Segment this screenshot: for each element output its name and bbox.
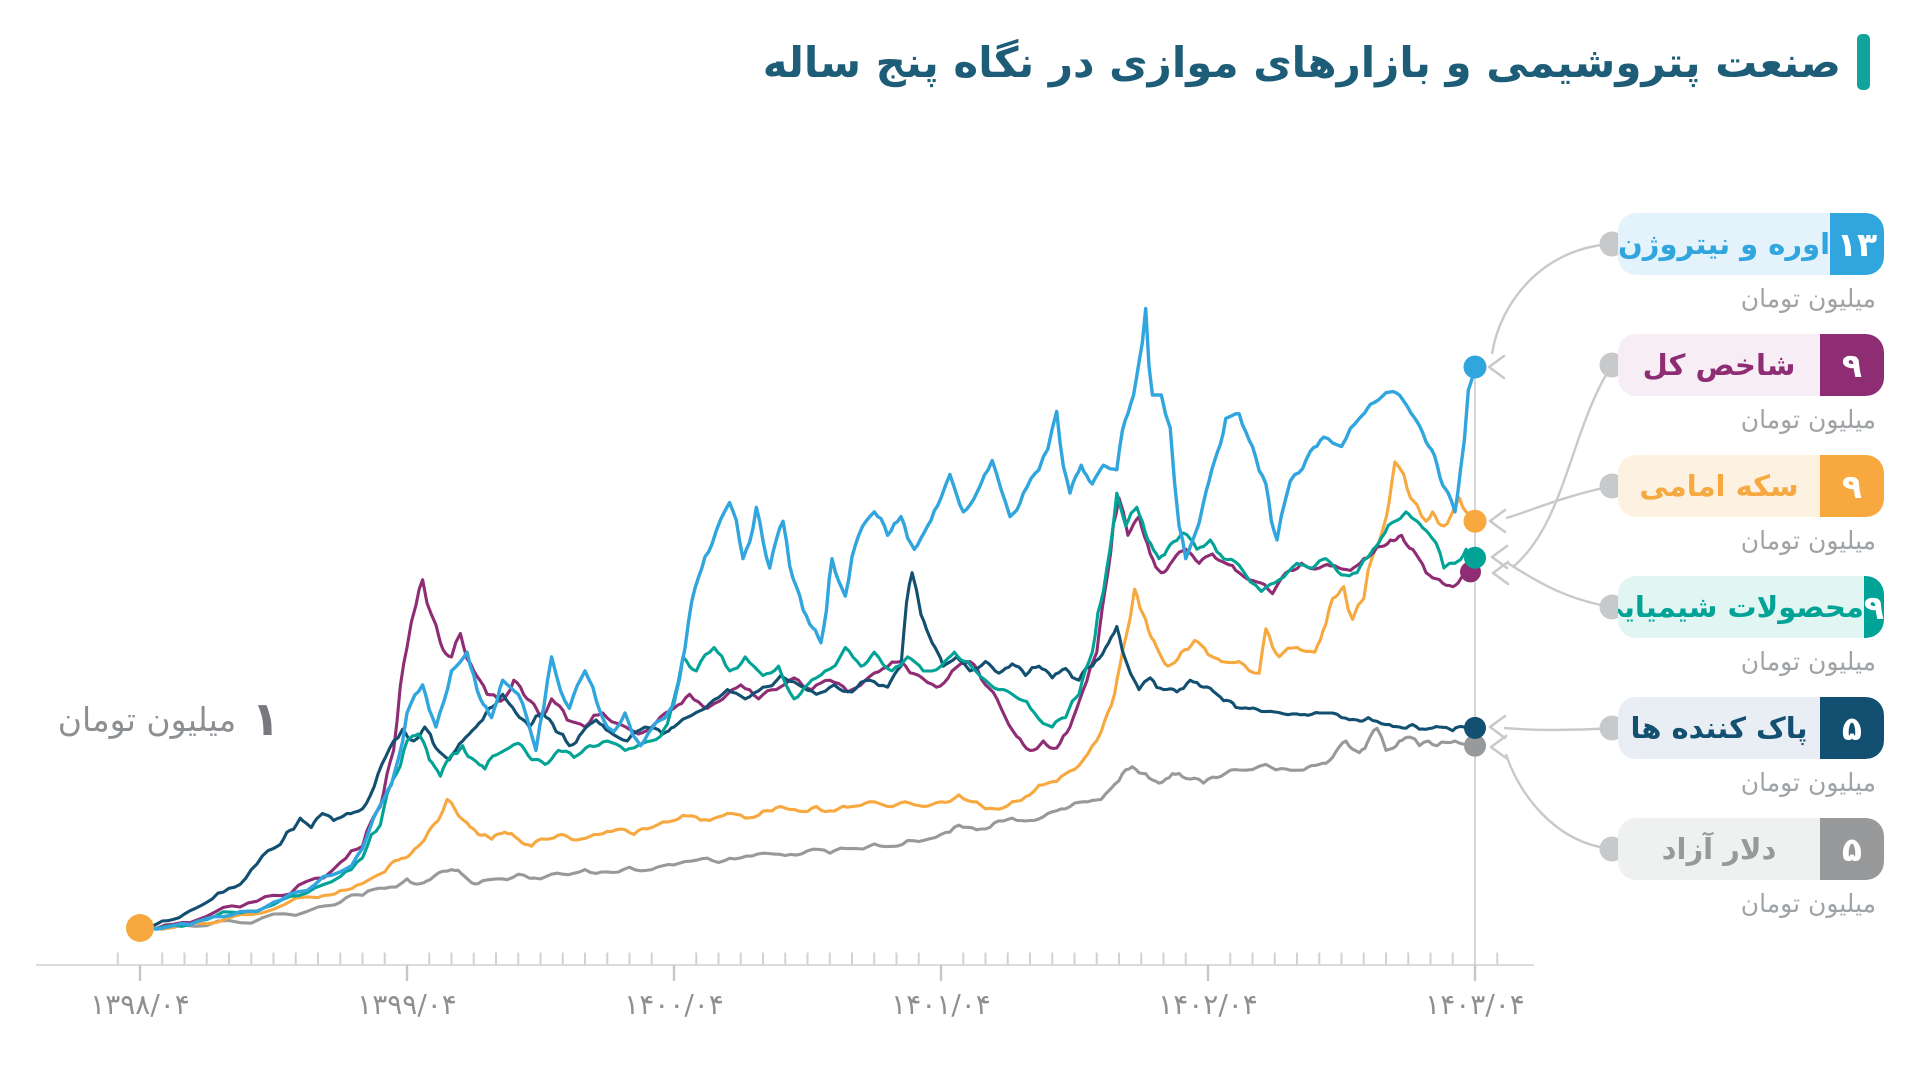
legend-connector-curve <box>1512 364 1614 568</box>
series-end-dot-free-dollar <box>1464 734 1486 757</box>
connector-arrow-icon <box>1491 560 1510 586</box>
legend-connector-dot <box>1599 594 1625 620</box>
connector-arrow-icon <box>1488 508 1507 534</box>
legend-connector-curve <box>1505 560 1613 609</box>
legend-connector-curve <box>1503 726 1613 732</box>
x-tick-label: ۱۳۹۸/۰۴ <box>90 988 190 1021</box>
legend-connector-dot <box>1599 715 1625 741</box>
x-tick-label: ۱۴۰۱/۰۴ <box>891 988 991 1021</box>
page-title: صنعت پتروشیمی و بازارهای موازی در نگاه پ… <box>762 37 1841 87</box>
legend-connector-curve <box>1490 242 1613 355</box>
series-line-chemical-products <box>138 491 1477 931</box>
baseline-unit: میلیون تومان <box>57 700 237 739</box>
x-tick-label: ۱۴۰۲/۰۴ <box>1158 988 1258 1021</box>
x-tick-label: ۱۳۹۹/۰۴ <box>357 988 457 1021</box>
series-start-dot <box>126 914 154 942</box>
series-end-dot-emami-coin <box>1463 509 1487 533</box>
chart-header: صنعت پتروشیمی و بازارهای موازی در نگاه پ… <box>763 34 1870 90</box>
series-end-dot-cleaners <box>1464 716 1486 739</box>
connector-arrow-icon <box>1490 544 1509 570</box>
legend-connector-dot <box>1599 836 1625 862</box>
connector-arrow-icon <box>1488 714 1507 740</box>
baseline-value: ۱ <box>251 692 280 747</box>
series-line-urea-nitrogen <box>138 306 1477 931</box>
connector-arrow-icon <box>1487 354 1506 380</box>
legend-connector-curve <box>1504 753 1613 851</box>
series-end-dot-urea-nitrogen <box>1463 355 1487 379</box>
title-accent-bar <box>1857 34 1870 90</box>
x-tick-label: ۱۴۰۰/۰۴ <box>624 988 724 1021</box>
legend-connector-dot <box>1599 352 1625 378</box>
series-line-emami-coin <box>138 460 1477 931</box>
series-line-cleaners <box>138 571 1477 930</box>
legend-connector-dot <box>1599 473 1625 499</box>
series-line-free-dollar <box>138 726 1477 931</box>
legend-connector-dot <box>1599 231 1625 257</box>
connector-arrow-icon <box>1489 734 1508 760</box>
y-axis-baseline-label: ۱ میلیون تومان <box>52 692 280 747</box>
legend-connector-curve <box>1505 484 1613 520</box>
x-tick-label: ۱۴۰۳/۰۴ <box>1425 988 1525 1021</box>
series-end-dot-chemical-products <box>1464 546 1486 569</box>
